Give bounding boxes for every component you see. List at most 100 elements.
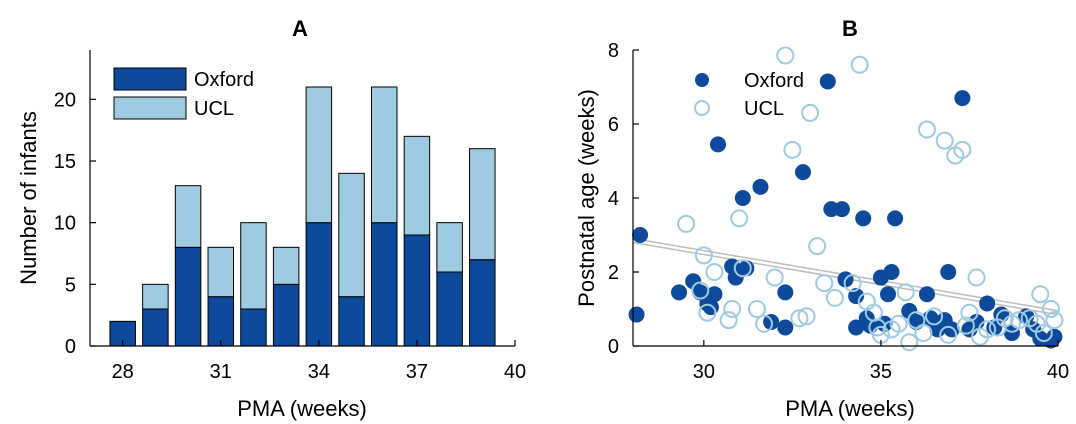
point-oxford — [628, 306, 645, 323]
chart-a-x-tick-label: 37 — [406, 361, 428, 383]
legend-ucl-swatch — [113, 96, 187, 120]
point-ucl — [723, 300, 742, 318]
point-oxford — [880, 286, 896, 303]
chart-a-x-tick-label: 34 — [308, 361, 330, 383]
point-ucl — [733, 259, 752, 278]
bar-ucl-38 — [436, 222, 463, 273]
point-ucl — [730, 209, 749, 228]
point-oxford — [887, 210, 904, 227]
legend-oxford-swatch — [113, 67, 187, 91]
point-oxford — [940, 264, 957, 280]
point-ucl — [1010, 311, 1029, 330]
point-ucl — [790, 309, 809, 328]
bar-ucl-32 — [240, 222, 267, 310]
chart-b-y-tick-label: 0 — [608, 336, 619, 358]
point-ucl — [1045, 311, 1064, 330]
point-ucl — [956, 316, 975, 335]
chart-b-x-tick-label: 40 — [1047, 361, 1069, 383]
bar-ucl-33 — [272, 246, 300, 285]
chart-b-y-tick-label: 6 — [608, 114, 619, 136]
point-ucl — [925, 307, 944, 326]
point-ucl — [960, 303, 979, 322]
chart-a-x-tick-label: 28 — [112, 361, 134, 383]
chart-a-x-axis-label: PMA (weeks) — [237, 396, 367, 421]
point-ucl — [889, 314, 908, 333]
point-ucl — [843, 274, 862, 293]
point-oxford — [855, 210, 872, 227]
point-ucl — [896, 283, 915, 302]
point-ucl — [978, 320, 997, 339]
chart-b-x-tick-label: 30 — [693, 361, 715, 383]
point-ucl — [801, 103, 820, 122]
legend-oxford-label: Oxford — [744, 70, 804, 92]
point-ucl — [939, 325, 958, 344]
chart-a-legend: Oxford UCL — [113, 67, 254, 120]
point-oxford — [833, 201, 850, 218]
point-ucl — [797, 307, 816, 326]
chart-a-bars — [109, 86, 496, 347]
bar-ucl-29 — [142, 283, 169, 310]
bar-oxford-37 — [403, 234, 431, 347]
point-ucl — [1041, 300, 1060, 318]
bar-oxford-32 — [240, 308, 267, 347]
bar-oxford-39 — [469, 259, 496, 347]
legend-oxford-marker — [695, 73, 709, 87]
point-oxford — [777, 284, 794, 301]
point-ucl — [783, 140, 802, 159]
bar-oxford-34 — [305, 222, 333, 347]
chart-a-x-tick-label: 31 — [210, 361, 232, 383]
legend-ucl-label: UCL — [744, 98, 784, 120]
point-ucl — [1034, 324, 1053, 343]
point-ucl — [825, 288, 844, 307]
chart-b-y-axis-label: Postnatal age (weeks) — [574, 89, 599, 307]
bar-ucl-34 — [305, 86, 333, 224]
point-ucl — [694, 246, 713, 265]
point-oxford — [752, 178, 769, 195]
chart-b-x-tick-label: 35 — [870, 361, 892, 383]
chart-panel-a: A 28 31 34 37 40 0 5 10 15 20 Oxford UCL PMA (wee… — [16, 16, 526, 421]
bar-ucl-35 — [338, 172, 365, 298]
point-oxford — [706, 286, 723, 303]
point-ucl — [935, 131, 954, 150]
chart-panel-b: B 30 35 40 0 2 4 6 8 Oxford UCL PMA (weeks) Pos… — [574, 16, 1069, 421]
chart-a-title: A — [292, 16, 308, 41]
point-ucl — [691, 281, 710, 300]
bar-oxford-30 — [174, 246, 202, 347]
bar-ucl-37 — [403, 135, 431, 236]
chart-a-y-tick-label: 5 — [65, 274, 76, 296]
point-ucl — [967, 268, 986, 287]
bar-ucl-39 — [469, 148, 496, 261]
bar-ucl-31 — [207, 246, 235, 298]
point-oxford — [734, 190, 751, 206]
point-oxford — [954, 90, 971, 107]
point-oxford — [819, 73, 836, 90]
point-ucl — [747, 300, 766, 318]
point-ucl — [698, 303, 717, 322]
bar-oxford-29 — [142, 308, 169, 347]
chart-a-y-axis-label: Number of infants — [16, 111, 41, 285]
legend-ucl-label: UCL — [194, 98, 234, 120]
chart-b-legend: Oxford UCL — [694, 70, 804, 120]
chart-a-y-tick-label: 15 — [54, 151, 76, 173]
point-oxford — [848, 319, 865, 336]
point-oxford — [1003, 325, 1020, 342]
point-ucl — [765, 268, 784, 287]
point-oxford — [795, 164, 811, 181]
chart-b-x-axis-label: PMA (weeks) — [785, 396, 915, 421]
point-oxford — [710, 136, 726, 153]
point-ucl — [677, 214, 696, 233]
point-ucl — [953, 140, 972, 159]
bar-oxford-31 — [207, 296, 235, 347]
point-ucl — [776, 46, 795, 65]
point-oxford — [1046, 328, 1063, 345]
point-ucl — [1031, 285, 1050, 304]
point-ucl — [815, 274, 834, 293]
point-oxford — [777, 319, 794, 336]
chart-a-y-tick-label: 20 — [54, 89, 76, 111]
point-ucl — [850, 55, 869, 74]
bar-ucl-30 — [174, 185, 202, 248]
point-ucl — [705, 263, 724, 281]
point-ucl — [900, 333, 919, 352]
point-ucl — [808, 237, 827, 256]
